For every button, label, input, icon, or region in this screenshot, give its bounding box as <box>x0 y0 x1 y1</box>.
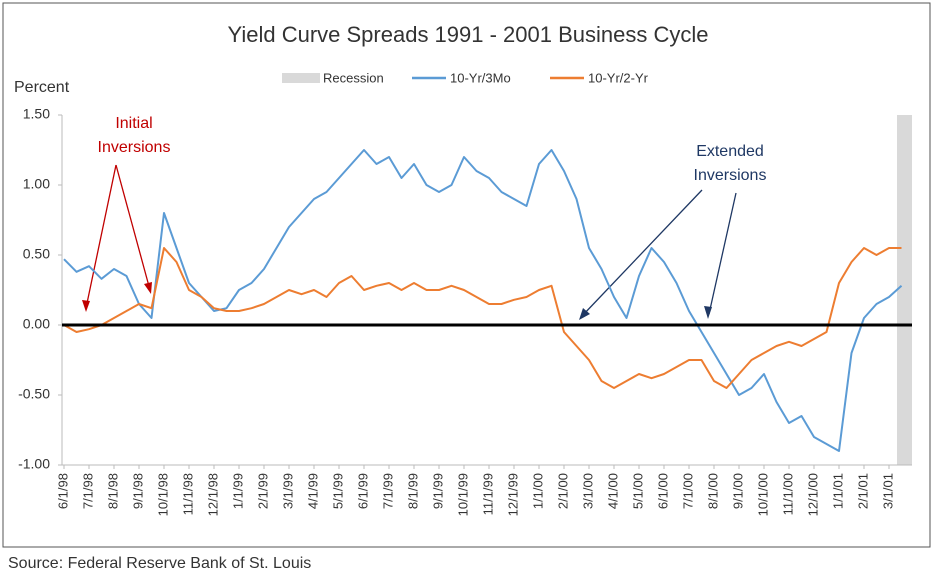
x-tick-label: 10/1/98 <box>155 473 170 516</box>
series-line <box>63 247 902 389</box>
arrow-head <box>579 308 590 320</box>
legend-swatch <box>282 73 320 83</box>
annotation: Inversions <box>98 139 171 156</box>
x-tick-label: 6/1/00 <box>655 473 670 509</box>
x-tick-label: 8/1/99 <box>405 473 420 509</box>
x-tick-label: 8/1/00 <box>705 473 720 509</box>
y-tick-label: 1.50 <box>23 106 50 122</box>
legend-label: 10-Yr/3Mo <box>450 70 511 85</box>
x-tick-label: 7/1/98 <box>80 473 95 509</box>
x-tick-label: 5/1/00 <box>630 473 645 509</box>
annotation: Inversions <box>694 167 767 184</box>
legend: Recession 10-Yr/3Mo 10-Yr/2-Yr <box>282 70 649 85</box>
x-tick-label: 3/1/99 <box>280 473 295 509</box>
x-tick-label: 7/1/99 <box>380 473 395 509</box>
x-tick-label: 4/1/00 <box>605 473 620 509</box>
arrow <box>85 164 117 309</box>
legend-label: 10-Yr/2-Yr <box>588 70 649 85</box>
x-tick-label: 3/1/01 <box>880 473 895 509</box>
y-tick-label: 0.50 <box>23 246 50 262</box>
x-tick-label: 3/1/00 <box>580 473 595 509</box>
x-tick-label: 4/1/99 <box>305 473 320 509</box>
x-tick-label: 2/1/01 <box>855 473 870 509</box>
x-tick-label: 1/1/01 <box>830 473 845 509</box>
x-tick-label: 7/1/00 <box>680 473 695 509</box>
annotation-arrows <box>82 164 737 320</box>
x-tick-label: 1/1/99 <box>230 473 245 509</box>
annotation: Initial <box>115 115 152 132</box>
x-tick-label: 10/1/00 <box>755 473 770 516</box>
x-tick-label: 8/1/98 <box>105 473 120 509</box>
x-tick-label: 12/1/00 <box>805 473 820 516</box>
arrow-head <box>82 300 90 312</box>
x-tick-label: 9/1/98 <box>130 473 145 509</box>
arrow <box>115 164 151 291</box>
x-tick-label: 9/1/00 <box>730 473 745 509</box>
arrow <box>708 192 737 315</box>
x-tick-label: 2/1/99 <box>255 473 270 509</box>
y-tick-label: -1.00 <box>18 456 50 472</box>
y-axis-label: Percent <box>14 79 70 96</box>
x-tick-label: 11/1/99 <box>480 473 495 515</box>
x-tick-label: 10/1/99 <box>455 473 470 516</box>
x-tick-label: 9/1/99 <box>430 473 445 509</box>
x-tick-label: 11/1/98 <box>180 473 195 515</box>
legend-label: Recession <box>323 70 384 85</box>
arrow <box>581 189 703 317</box>
x-tick-label: 6/1/99 <box>355 473 370 509</box>
arrow-head <box>704 306 712 319</box>
chart-title: Yield Curve Spreads 1991 - 2001 Business… <box>227 22 708 47</box>
y-tick-label: 0.00 <box>23 316 50 332</box>
x-tick-label: 12/1/98 <box>205 473 220 516</box>
y-tick-label: -0.50 <box>18 386 50 402</box>
annotation: Extended <box>696 143 764 160</box>
x-tick-label: 1/1/00 <box>530 473 545 509</box>
x-tick-label: 5/1/99 <box>330 473 345 509</box>
source: Source: Federal Reserve Bank of St. Loui… <box>8 555 311 572</box>
x-tick-label: 12/1/99 <box>505 473 520 516</box>
recession-band <box>897 115 912 465</box>
x-tick-label: 2/1/00 <box>555 473 570 509</box>
x-tick-label: 6/1/98 <box>55 473 70 509</box>
arrow-head <box>144 282 152 294</box>
x-tick-label: 11/1/00 <box>780 473 795 515</box>
y-tick-label: 1.00 <box>23 176 50 192</box>
